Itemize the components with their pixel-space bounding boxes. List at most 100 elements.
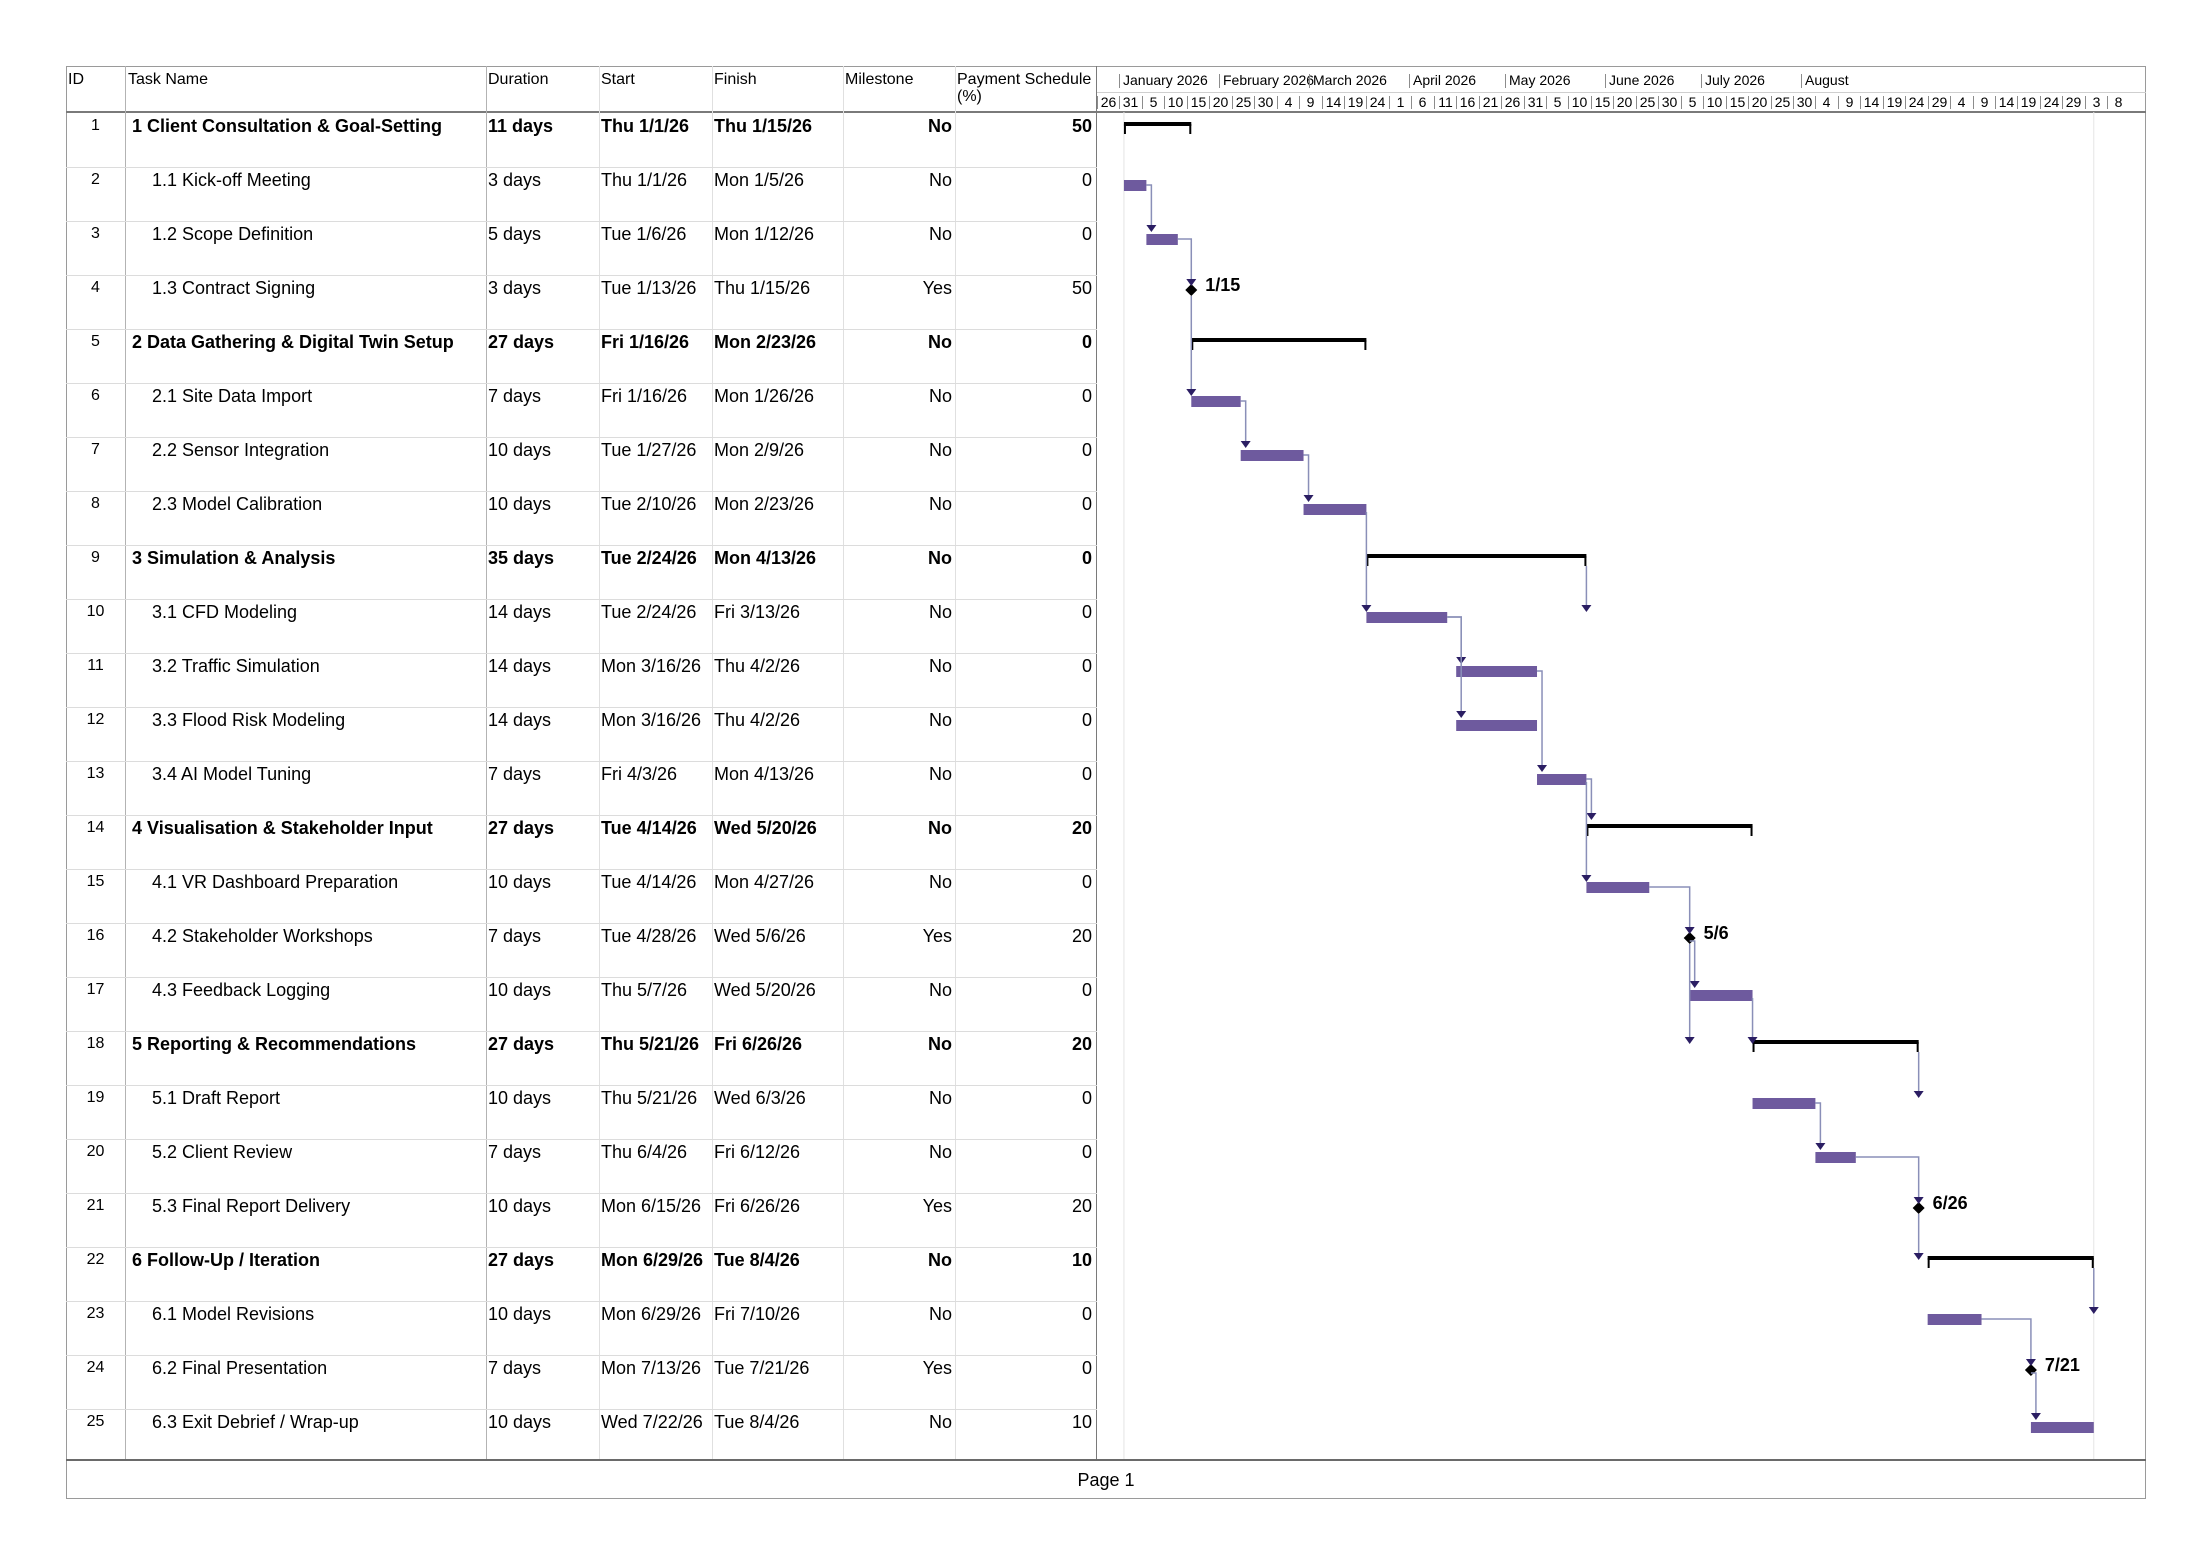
task-finish[interactable]: Mon 4/13/26 [714,764,815,784]
task-payment[interactable]: 10 [1071,1412,1092,1432]
task-id[interactable]: 13 [86,765,105,782]
task-payment[interactable]: 50 [1071,116,1092,136]
task-payment[interactable]: 0 [1081,980,1092,1000]
task-row[interactable]: 12 3.3 Flood Risk Modeling 14 days Mon 3/16… [66,707,1097,761]
task-milestone[interactable]: No [928,872,952,892]
task-milestone[interactable]: Yes [922,926,952,946]
task-name[interactable]: 5.1 Draft Report [152,1088,281,1108]
task-payment[interactable]: 0 [1081,1304,1092,1324]
task-row[interactable]: 24 6.2 Final Presentation 7 days Mon 7/13/2… [66,1355,1097,1409]
task-id[interactable]: 9 [91,549,100,566]
summary-task-row[interactable]: 5 2 Data Gathering & Digital Twin Setup 27… [66,329,1097,383]
column-header-duration[interactable]: Duration [488,71,549,88]
task-milestone[interactable]: No [928,1250,952,1270]
task-finish[interactable]: Thu 4/2/26 [714,710,801,730]
task-milestone[interactable]: No [928,386,952,406]
task-finish[interactable]: Mon 4/27/26 [714,872,815,892]
column-header-task-name[interactable]: Task Name [128,71,209,88]
task-payment[interactable]: 0 [1081,170,1092,190]
task-start[interactable]: Tue 1/6/26 [601,224,687,244]
task-finish[interactable]: Mon 2/23/26 [714,332,817,352]
task-name[interactable]: 4 Visualisation & Stakeholder Input [132,818,433,838]
task-row[interactable]: 4 1.3 Contract Signing 3 days Tue 1/13/26 Th… [66,275,1097,329]
task-payment[interactable]: 0 [1081,1358,1092,1378]
task-id[interactable]: 5 [91,333,100,350]
task-name[interactable]: 1.1 Kick-off Meeting [152,170,311,190]
task-row[interactable]: 13 3.4 AI Model Tuning 7 days Fri 4/3/26 Mon… [66,761,1097,815]
task-name[interactable]: 5.3 Final Report Delivery [152,1196,351,1216]
task-duration[interactable]: 27 days [488,818,555,838]
task-duration[interactable]: 10 days [488,1304,552,1324]
task-duration[interactable]: 14 days [488,656,552,676]
column-header-finish[interactable]: Finish [714,71,757,88]
task-start[interactable]: Tue 4/28/26 [601,926,697,946]
task-milestone[interactable]: No [928,710,952,730]
task-milestone[interactable]: Yes [922,1196,952,1216]
task-duration[interactable]: 3 days [488,278,542,298]
task-name[interactable]: 2.3 Model Calibration [152,494,323,514]
task-id[interactable]: 22 [86,1251,105,1268]
task-start[interactable]: Tue 4/14/26 [601,872,697,892]
task-finish[interactable]: Fri 6/26/26 [714,1196,801,1216]
task-finish[interactable]: Tue 7/21/26 [714,1358,810,1378]
summary-task-row[interactable]: 9 3 Simulation & Analysis 35 days Tue 2/24/… [66,545,1097,599]
task-start[interactable]: Fri 4/3/26 [601,764,678,784]
task-duration[interactable]: 10 days [488,872,552,892]
task-duration[interactable]: 3 days [488,170,542,190]
task-finish[interactable]: Mon 1/5/26 [714,170,805,190]
task-id[interactable]: 21 [86,1197,105,1214]
task-id[interactable]: 16 [86,927,105,944]
task-milestone[interactable]: No [928,494,952,514]
task-start[interactable]: Thu 5/21/26 [601,1088,698,1108]
task-id[interactable]: 17 [86,981,105,998]
task-duration[interactable]: 10 days [488,1088,552,1108]
task-start[interactable]: Tue 1/27/26 [601,440,697,460]
task-finish[interactable]: Wed 6/3/26 [714,1088,806,1108]
task-start[interactable]: Mon 7/13/26 [601,1358,702,1378]
task-finish[interactable]: Mon 2/23/26 [714,494,815,514]
task-payment[interactable]: 0 [1081,548,1092,568]
task-name[interactable]: 3.1 CFD Modeling [152,602,298,622]
task-id[interactable]: 25 [86,1413,105,1430]
task-name[interactable]: 1 Client Consultation & Goal-Setting [132,116,442,136]
task-payment[interactable]: 0 [1081,440,1092,460]
task-milestone[interactable]: No [928,602,952,622]
task-finish[interactable]: Fri 7/10/26 [714,1304,801,1324]
task-finish[interactable]: Mon 4/13/26 [714,548,817,568]
task-id[interactable]: 24 [86,1359,105,1376]
summary-task-row[interactable]: 14 4 Visualisation & Stakeholder Input 27 … [66,815,1097,869]
task-row[interactable]: 23 6.1 Model Revisions 10 days Mon 6/29/26 F… [66,1301,1097,1355]
task-row[interactable]: 8 2.3 Model Calibration 10 days Tue 2/10/26… [66,491,1097,545]
task-name[interactable]: 4.3 Feedback Logging [152,980,331,1000]
task-row[interactable]: 11 3.2 Traffic Simulation 14 days Mon 3/16/… [66,653,1097,707]
task-payment[interactable]: 0 [1081,1088,1092,1108]
task-payment[interactable]: 0 [1081,386,1092,406]
task-name[interactable]: 3 Simulation & Analysis [132,548,336,568]
task-row[interactable]: 20 5.2 Client Review 7 days Thu 6/4/26 Fri 6… [66,1139,1097,1193]
task-id[interactable]: 7 [91,441,100,458]
task-name[interactable]: 5.2 Client Review [152,1142,293,1162]
task-name[interactable]: 4.1 VR Dashboard Preparation [152,872,399,892]
task-start[interactable]: Thu 5/21/26 [601,1034,700,1054]
task-start[interactable]: Tue 4/14/26 [601,818,697,838]
task-name[interactable]: 4.2 Stakeholder Workshops [152,926,373,946]
task-milestone[interactable]: No [928,332,952,352]
task-milestone[interactable]: No [928,440,952,460]
summary-task-row[interactable]: 22 6 Follow-Up / Iteration 27 days Mon 6/29… [66,1247,1097,1301]
task-milestone[interactable]: No [928,1412,952,1432]
task-id[interactable]: 1 [91,117,100,134]
task-duration[interactable]: 7 days [488,764,542,784]
task-id[interactable]: 4 [91,279,100,296]
task-start[interactable]: Tue 1/13/26 [601,278,697,298]
task-finish[interactable]: Wed 5/20/26 [714,980,816,1000]
task-payment[interactable]: 0 [1081,710,1092,730]
task-duration[interactable]: 7 days [488,386,542,406]
task-row[interactable]: 16 4.2 Stakeholder Workshops 7 days Tue 4/2… [66,923,1097,977]
task-id[interactable]: 18 [86,1035,105,1052]
task-row[interactable]: 2 1.1 Kick-off Meeting 3 days Thu 1/1/26 Mon… [66,167,1097,221]
task-start[interactable]: Mon 3/16/26 [601,656,702,676]
task-milestone[interactable]: Yes [922,278,952,298]
task-name[interactable]: 2.1 Site Data Import [152,386,313,406]
task-id[interactable]: 3 [91,225,100,242]
task-name[interactable]: 3.3 Flood Risk Modeling [152,710,346,730]
